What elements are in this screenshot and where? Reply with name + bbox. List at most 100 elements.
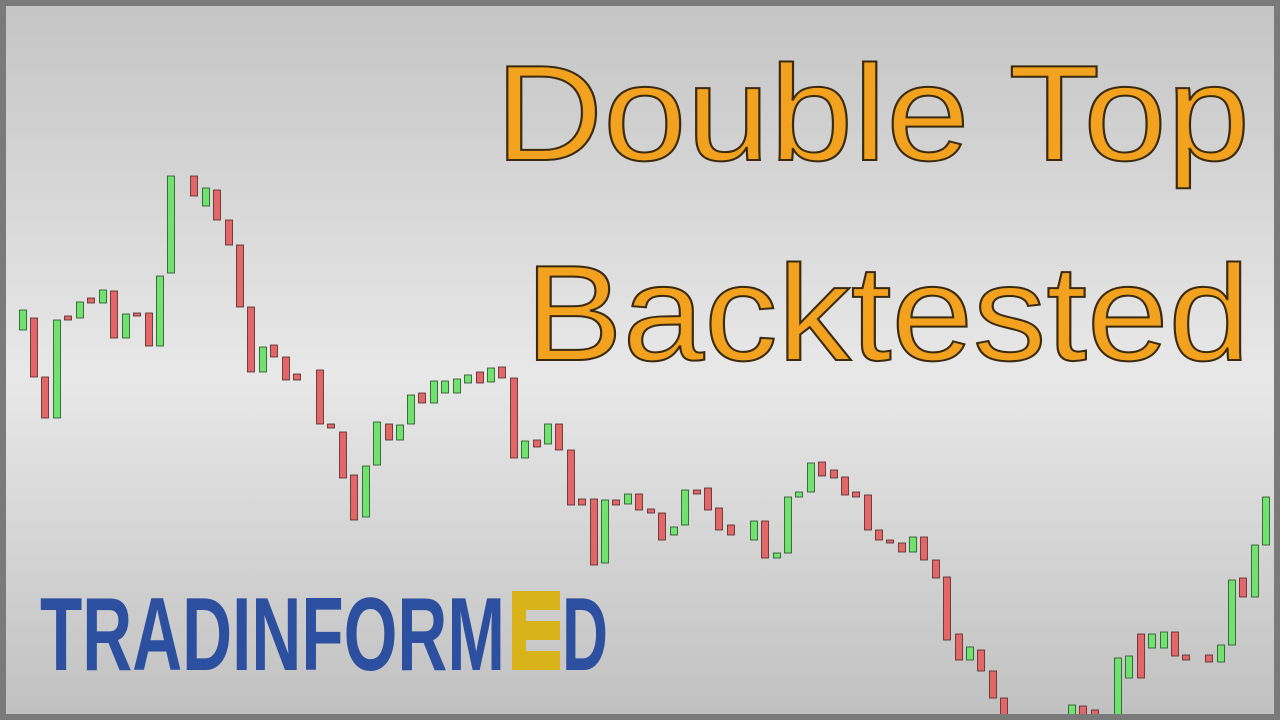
candle [350, 474, 358, 521]
candle [476, 371, 484, 384]
candle [99, 289, 107, 304]
logo: TRADINFORM D [40, 577, 608, 693]
candle [1171, 631, 1179, 657]
candle [886, 539, 894, 544]
candle [693, 489, 701, 495]
candle [875, 529, 883, 541]
candle [909, 536, 917, 553]
candle [1205, 654, 1213, 663]
candle [727, 524, 735, 536]
candle [1217, 644, 1225, 663]
candle [270, 344, 278, 358]
candle [966, 646, 974, 661]
candle [681, 489, 689, 526]
candle [487, 367, 495, 383]
candle [19, 309, 27, 331]
candle [236, 244, 244, 308]
candle [521, 440, 529, 459]
candle [601, 499, 609, 564]
candle [898, 542, 906, 553]
candlesticks [19, 175, 1270, 716]
candle [670, 526, 678, 536]
candle [1068, 704, 1076, 716]
candle [64, 315, 72, 321]
candle [156, 275, 164, 347]
candle [225, 219, 233, 246]
candle [76, 301, 84, 319]
candle [145, 312, 153, 347]
candle [247, 306, 255, 373]
candle [1251, 544, 1259, 598]
candle [590, 498, 598, 566]
logo-text: D [562, 577, 608, 693]
candle [1000, 697, 1008, 716]
candle [533, 439, 541, 448]
candle [327, 423, 335, 429]
candle [87, 297, 95, 304]
candle [407, 394, 415, 425]
candle [784, 496, 792, 554]
candle [41, 376, 49, 419]
candle [202, 187, 210, 207]
title-line: Backtested [525, 237, 1250, 389]
candle [761, 520, 769, 559]
candle [624, 493, 632, 505]
candle [122, 313, 130, 339]
candle [453, 378, 461, 394]
candle [498, 366, 506, 379]
candle [190, 175, 198, 197]
candle [864, 494, 872, 531]
candle [567, 449, 575, 506]
candle [110, 290, 118, 339]
candle [807, 462, 815, 493]
candle [555, 423, 563, 451]
candle [396, 424, 404, 441]
candle [658, 512, 666, 541]
candle [920, 536, 928, 561]
candle [578, 498, 586, 506]
candle [385, 423, 393, 441]
candle [1228, 579, 1236, 646]
candle [612, 499, 620, 506]
logo-text: TRADINFORM [40, 577, 505, 693]
candle [750, 520, 758, 541]
candle [418, 392, 426, 404]
candle [1125, 655, 1133, 679]
candle [430, 380, 438, 404]
candle [464, 374, 472, 384]
candle [977, 649, 985, 672]
candle [53, 319, 61, 419]
candle [1137, 633, 1145, 679]
candle [213, 189, 221, 221]
candle [1160, 631, 1168, 649]
candle [704, 487, 712, 511]
candle [989, 670, 997, 699]
candle [259, 346, 267, 373]
logo-bar [512, 591, 526, 670]
candle [339, 431, 347, 479]
candle [544, 423, 552, 445]
candle [282, 356, 290, 381]
candle [795, 491, 803, 498]
candle [955, 633, 963, 661]
candle [841, 476, 849, 496]
candle [1262, 496, 1270, 546]
candle [1079, 705, 1087, 716]
candle [1182, 654, 1190, 661]
candle [441, 380, 449, 394]
candle [943, 576, 951, 641]
candle [373, 421, 381, 466]
candle [715, 507, 723, 531]
candle [167, 175, 175, 274]
candle [830, 469, 838, 479]
candle [647, 508, 655, 514]
candle [362, 465, 370, 518]
candle [316, 369, 324, 425]
candle [773, 552, 781, 559]
candle [852, 491, 860, 498]
title-line: Double Top [495, 37, 1250, 189]
